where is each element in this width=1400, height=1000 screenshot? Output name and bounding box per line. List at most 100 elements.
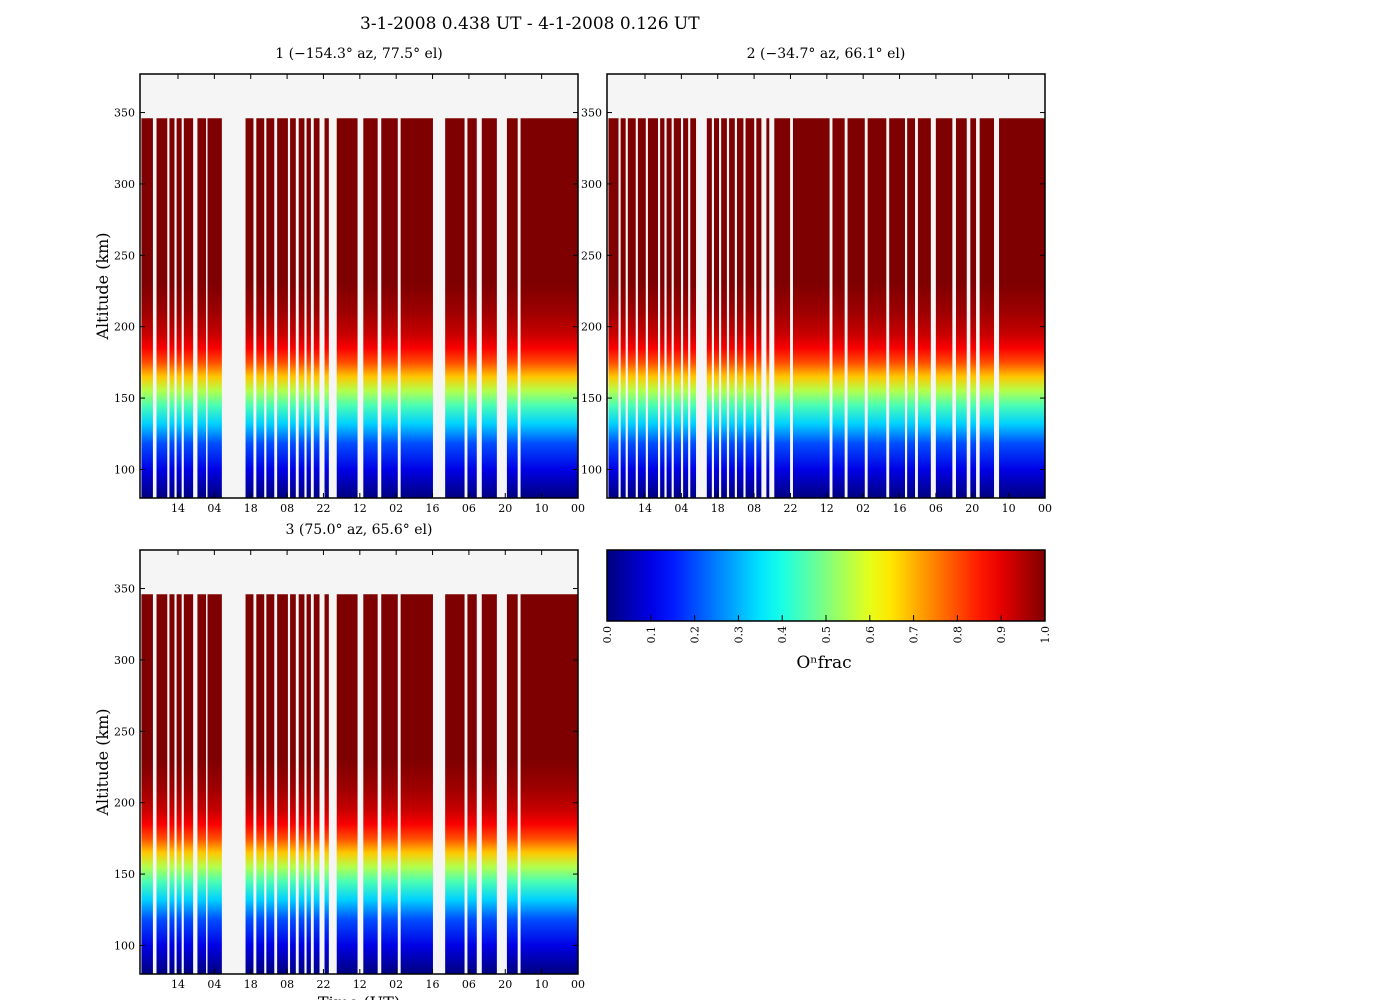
- data-column: [298, 594, 305, 974]
- x-tick-label: 00: [571, 978, 585, 991]
- y-axis-label: Altitude (km): [93, 232, 112, 340]
- colorbar-label: Oⁿfrac: [796, 653, 851, 673]
- x-tick-label: 20: [965, 502, 979, 515]
- y-tick-label: 200: [114, 321, 135, 334]
- data-column: [336, 594, 358, 974]
- data-column: [970, 118, 977, 498]
- data-column: [867, 118, 887, 498]
- chart-panel-2: 100 150 200 250 300 350 14 04 18 08 22 12 02 16 06 20 10…: [581, 46, 1052, 515]
- data-column: [183, 594, 194, 974]
- x-tick-label: 14: [171, 978, 185, 991]
- data-column: [917, 118, 931, 498]
- data-column: [381, 594, 398, 974]
- x-tick-label: 14: [638, 502, 652, 515]
- y-tick-label: 350: [581, 107, 602, 120]
- colorbar-tick-label: 0.6: [864, 626, 877, 644]
- y-tick-label: 300: [114, 654, 135, 667]
- data-column: [207, 118, 222, 498]
- colorbar-gradient: [607, 550, 1045, 621]
- x-tick-label: 02: [389, 502, 403, 515]
- chart-panel-1: 100 150 200 250 300 350 14 04 18 08 22 12 02 16 06 20 10…: [93, 46, 585, 515]
- data-column: [176, 118, 182, 498]
- data-column: [313, 594, 320, 974]
- x-tick-label: 04: [207, 978, 221, 991]
- data-column: [400, 594, 433, 974]
- data-column: [169, 118, 175, 498]
- data-column: [363, 594, 378, 974]
- data-column: [277, 118, 288, 498]
- data-column: [520, 594, 578, 974]
- data-column: [673, 118, 681, 498]
- chart-panel-3: 100 150 200 250 300 350 14 04 18 08 22 12 02 16 06 20 10…: [93, 522, 585, 1000]
- data-column: [313, 118, 320, 498]
- data-column: [745, 118, 755, 498]
- data-column: [608, 118, 619, 498]
- data-column: [774, 118, 791, 498]
- y-tick-label: 200: [114, 797, 135, 810]
- plot-frame: [606, 73, 1046, 499]
- data-column: [506, 118, 518, 498]
- data-column: [445, 118, 465, 498]
- x-tick-label: 22: [316, 502, 330, 515]
- colorbar-tick-label: 0.5: [820, 626, 833, 644]
- data-column: [207, 594, 222, 974]
- data-column: [729, 118, 735, 498]
- data-column: [935, 118, 953, 498]
- data-column: [999, 118, 1045, 498]
- data-column: [290, 594, 296, 974]
- subplot-title: 1 (−154.3° az, 77.5° el): [275, 46, 443, 62]
- y-tick-label: 300: [114, 178, 135, 191]
- x-tick-label: 00: [1038, 502, 1052, 515]
- data-column: [847, 118, 865, 498]
- data-column: [277, 594, 288, 974]
- data-column: [183, 118, 194, 498]
- y-tick-label: 350: [114, 583, 135, 596]
- data-column: [324, 594, 329, 974]
- colorbar-tick-label: 0.4: [776, 626, 789, 644]
- x-tick-label: 20: [498, 502, 512, 515]
- y-tick-label: 300: [581, 178, 602, 191]
- x-tick-label: 18: [244, 502, 258, 515]
- colorbar-tick-label: 0.7: [908, 626, 921, 644]
- x-tick-label: 12: [820, 502, 834, 515]
- data-column: [756, 118, 762, 498]
- data-column: [381, 118, 398, 498]
- data-column: [324, 118, 329, 498]
- data-column: [467, 594, 477, 974]
- x-tick-label: 18: [244, 978, 258, 991]
- data-column: [156, 594, 168, 974]
- data-column: [176, 594, 182, 974]
- y-tick-label: 250: [114, 725, 135, 738]
- y-tick-label: 100: [581, 463, 602, 476]
- data-column: [660, 118, 665, 498]
- x-tick-label: 00: [571, 502, 585, 515]
- data-column: [979, 118, 995, 498]
- data-column: [637, 118, 646, 498]
- data-column: [400, 118, 433, 498]
- data-column: [792, 118, 830, 498]
- x-tick-label: 16: [426, 978, 440, 991]
- data-column: [520, 118, 578, 498]
- data-column: [156, 118, 168, 498]
- figure-title: 3-1-2008 0.438 UT - 4-1-2008 0.126 UT: [360, 14, 700, 34]
- data-column: [363, 118, 378, 498]
- data-column: [306, 118, 311, 498]
- data-column: [690, 118, 697, 498]
- data-column: [467, 118, 477, 498]
- y-tick-label: 200: [581, 321, 602, 334]
- data-column: [445, 594, 465, 974]
- x-tick-label: 12: [353, 978, 367, 991]
- data-column: [907, 118, 916, 498]
- y-axis-label: Altitude (km): [93, 708, 112, 816]
- data-column: [683, 118, 689, 498]
- x-tick-label: 10: [535, 978, 549, 991]
- colorbar-tick-label: 0.3: [732, 626, 745, 644]
- x-tick-label: 04: [674, 502, 688, 515]
- data-column: [647, 118, 658, 498]
- x-tick-label: 20: [498, 978, 512, 991]
- plot-frame: [139, 73, 579, 499]
- x-tick-label: 06: [929, 502, 943, 515]
- x-tick-label: 08: [280, 502, 294, 515]
- x-tick-label: 18: [711, 502, 725, 515]
